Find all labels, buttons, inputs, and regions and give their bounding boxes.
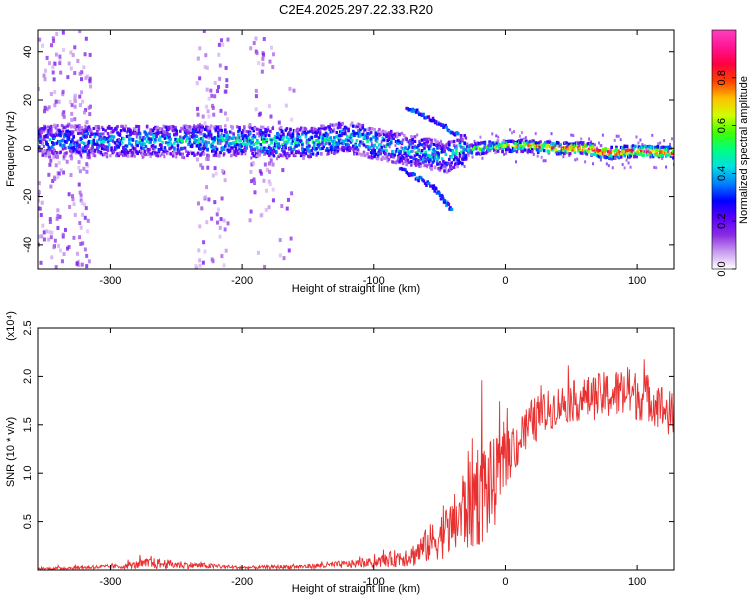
spectrogram-y-label: Frequency (Hz) xyxy=(5,111,17,187)
y-tick-label: -20 xyxy=(22,189,34,205)
y-tick-label: -40 xyxy=(22,237,34,253)
colorbar-tick-label: 0.6 xyxy=(716,118,728,133)
snr-frame xyxy=(37,327,675,571)
x-tick-label: -200 xyxy=(231,576,253,588)
y-tick-label: 0.5 xyxy=(22,514,34,529)
x-tick-label: 0 xyxy=(502,576,508,588)
x-tick-label: 100 xyxy=(628,576,646,588)
x-tick-label: -200 xyxy=(231,275,253,287)
colorbar-ticks: 0.0 0.2 0.4 0.6 0.8 xyxy=(716,70,736,277)
x-tick-label: -300 xyxy=(99,275,121,287)
colorbar-tick-label: 0.4 xyxy=(716,166,728,181)
x-tick-label: -300 xyxy=(99,576,121,588)
y-tick-label: 1.0 xyxy=(22,466,34,481)
spectrogram-heatmap xyxy=(38,30,674,269)
spectrogram-frame xyxy=(37,29,675,270)
colorbar-label: Normalized spectral amplitude xyxy=(738,76,750,224)
y-tick-label: 2.5 xyxy=(22,320,34,335)
snr-panel: -300 -200 -100 0 100 0.5 1.0 1.5 2.0 2.5 Height … xyxy=(5,311,675,595)
y-tick-label: 40 xyxy=(22,46,34,58)
spectrogram-x-axis: -300 -200 -100 0 100 xyxy=(99,30,646,287)
spectrogram-y-axis: -40 -20 0 20 40 xyxy=(22,46,674,253)
snr-y-label: SNR (10 * v/v) xyxy=(5,417,17,487)
snr-series-line xyxy=(38,359,674,570)
spectrogram-x-label: Height of straight line (km) xyxy=(292,283,420,295)
snr-x-axis: -300 -200 -100 0 100 xyxy=(99,328,646,588)
y-tick-label: 0 xyxy=(22,145,34,151)
snr-plot-area xyxy=(38,328,674,570)
x-tick-label: -100 xyxy=(363,576,385,588)
y-tick-label: 2.0 xyxy=(22,369,34,384)
colorbar-tick-label: 0.8 xyxy=(716,70,728,85)
y-tick-label: 20 xyxy=(22,94,34,106)
colorbar: 0.0 0.2 0.4 0.6 0.8 Normalized spectral ampl… xyxy=(711,29,750,277)
snr-y-axis: 0.5 1.0 1.5 2.0 2.5 xyxy=(22,320,674,529)
y-tick-label: 1.5 xyxy=(22,417,34,432)
snr-x-label: Height of straight line (km) xyxy=(292,583,420,595)
colorbar-frame xyxy=(711,29,737,270)
x-tick-label: 0 xyxy=(502,275,508,287)
colorbar-tick-label: 0.2 xyxy=(716,214,728,229)
snr-y-multiplier: (x10⁴) xyxy=(5,311,17,341)
colorbar-tick-label: 0.0 xyxy=(716,261,728,276)
x-tick-label: 100 xyxy=(628,275,646,287)
figure-title: C2E4.2025.297.22.33.R20 xyxy=(279,2,433,17)
x-tick-label: -100 xyxy=(363,275,385,287)
colorbar-gradient xyxy=(712,30,736,269)
